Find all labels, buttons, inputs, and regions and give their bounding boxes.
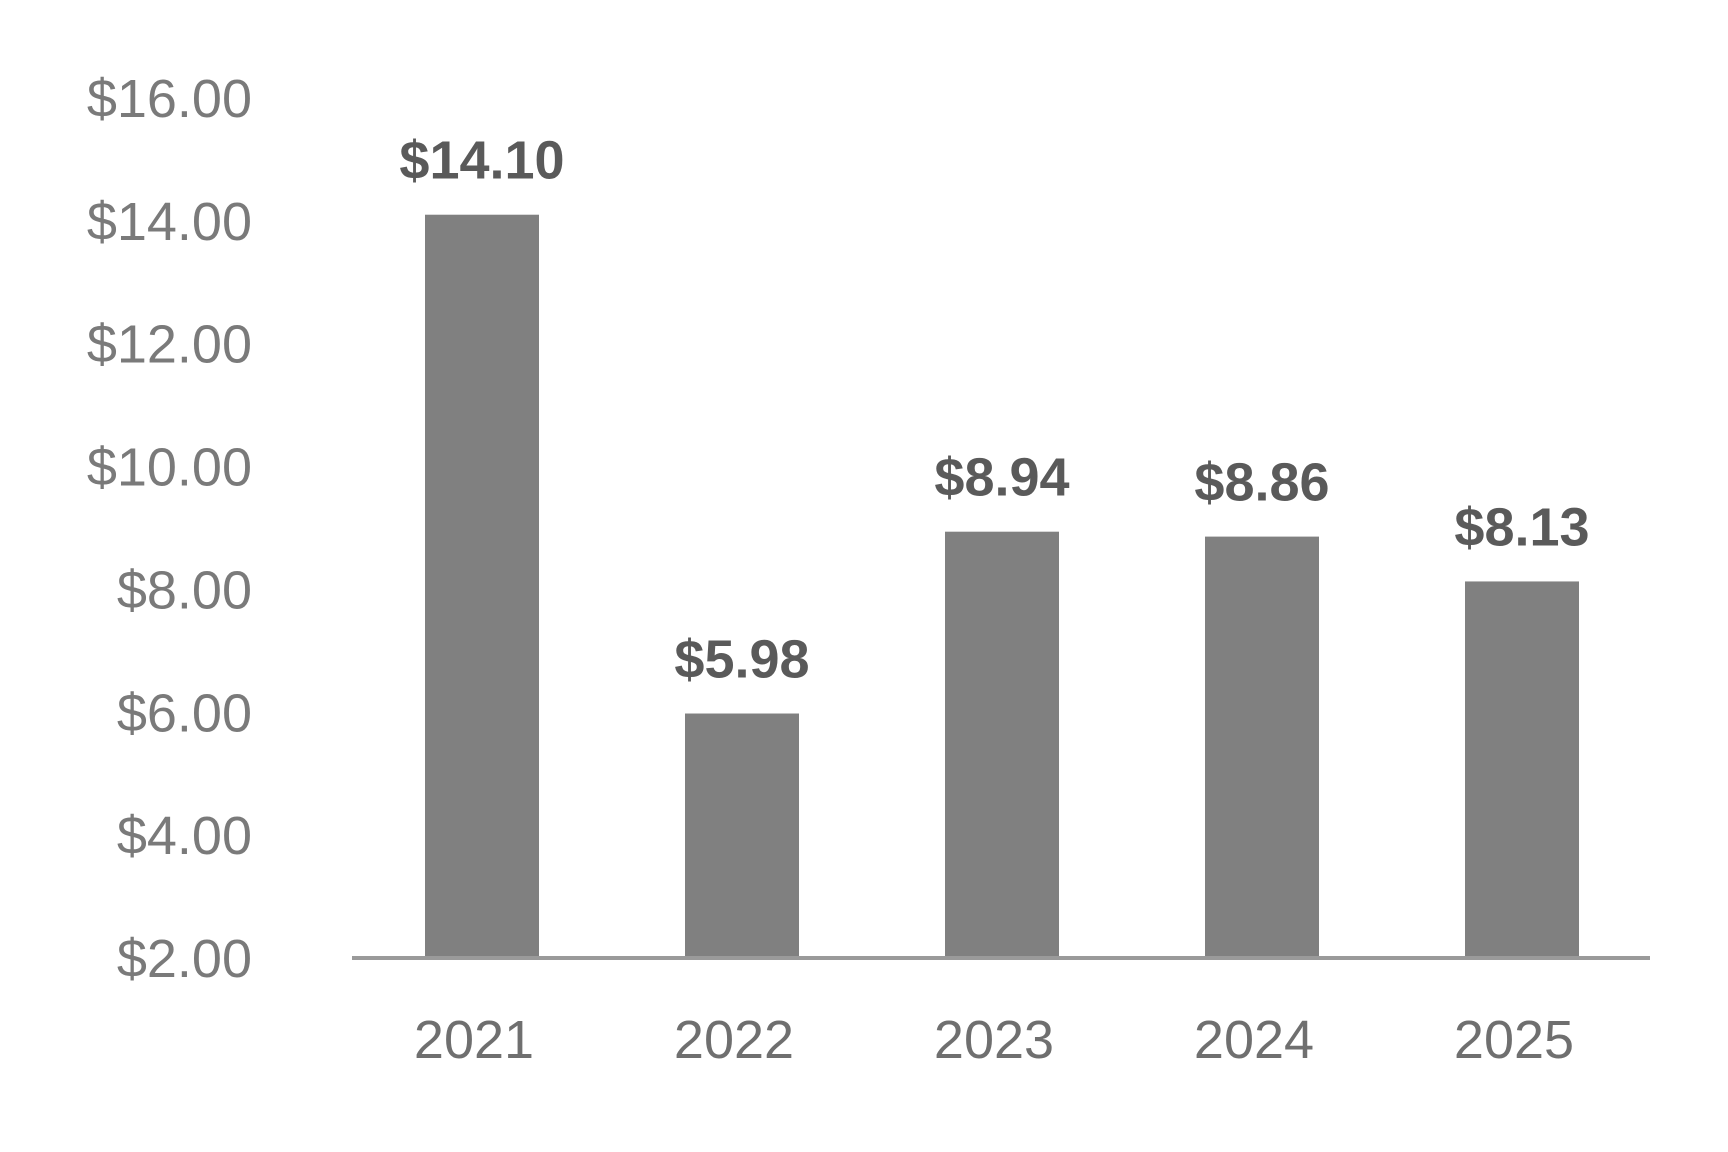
x-tick-label-2023: 2023 [934,1010,1054,1070]
data-label-2022: $5.98 [674,630,809,690]
bar-2023 [945,531,1059,956]
data-labels: $14.10 $5.98 $8.94 $8.86 $8.13 [399,131,1589,690]
y-tick-label: $12.00 [87,315,252,375]
bar-2022 [685,713,799,956]
y-tick-label: $2.00 [117,929,252,989]
x-tick-label-2024: 2024 [1194,1010,1314,1070]
data-label-2025: $8.13 [1454,497,1589,557]
bar-2024 [1205,536,1319,956]
x-tick-label-2021: 2021 [414,1010,534,1070]
x-tick-label-2022: 2022 [674,1010,794,1070]
x-axis: 2021 2022 2023 2024 2025 [414,1010,1574,1070]
data-label-2023: $8.94 [934,448,1069,508]
y-tick-label: $8.00 [117,560,252,620]
x-tick-label-2025: 2025 [1454,1010,1574,1070]
y-axis: $2.00 $4.00 $6.00 $8.00 $10.00 $12.00 $14.00 $1… [87,69,252,989]
bar-2021 [425,214,539,956]
bars [425,214,1579,956]
y-tick-label: $6.00 [117,683,252,743]
y-tick-label: $10.00 [87,438,252,498]
y-tick-label: $16.00 [87,69,252,129]
bar-2025 [1465,581,1579,956]
y-tick-label: $4.00 [117,806,252,866]
y-tick-label: $14.00 [87,192,252,252]
data-label-2021: $14.10 [399,131,564,191]
data-label-2024: $8.86 [1194,453,1329,513]
